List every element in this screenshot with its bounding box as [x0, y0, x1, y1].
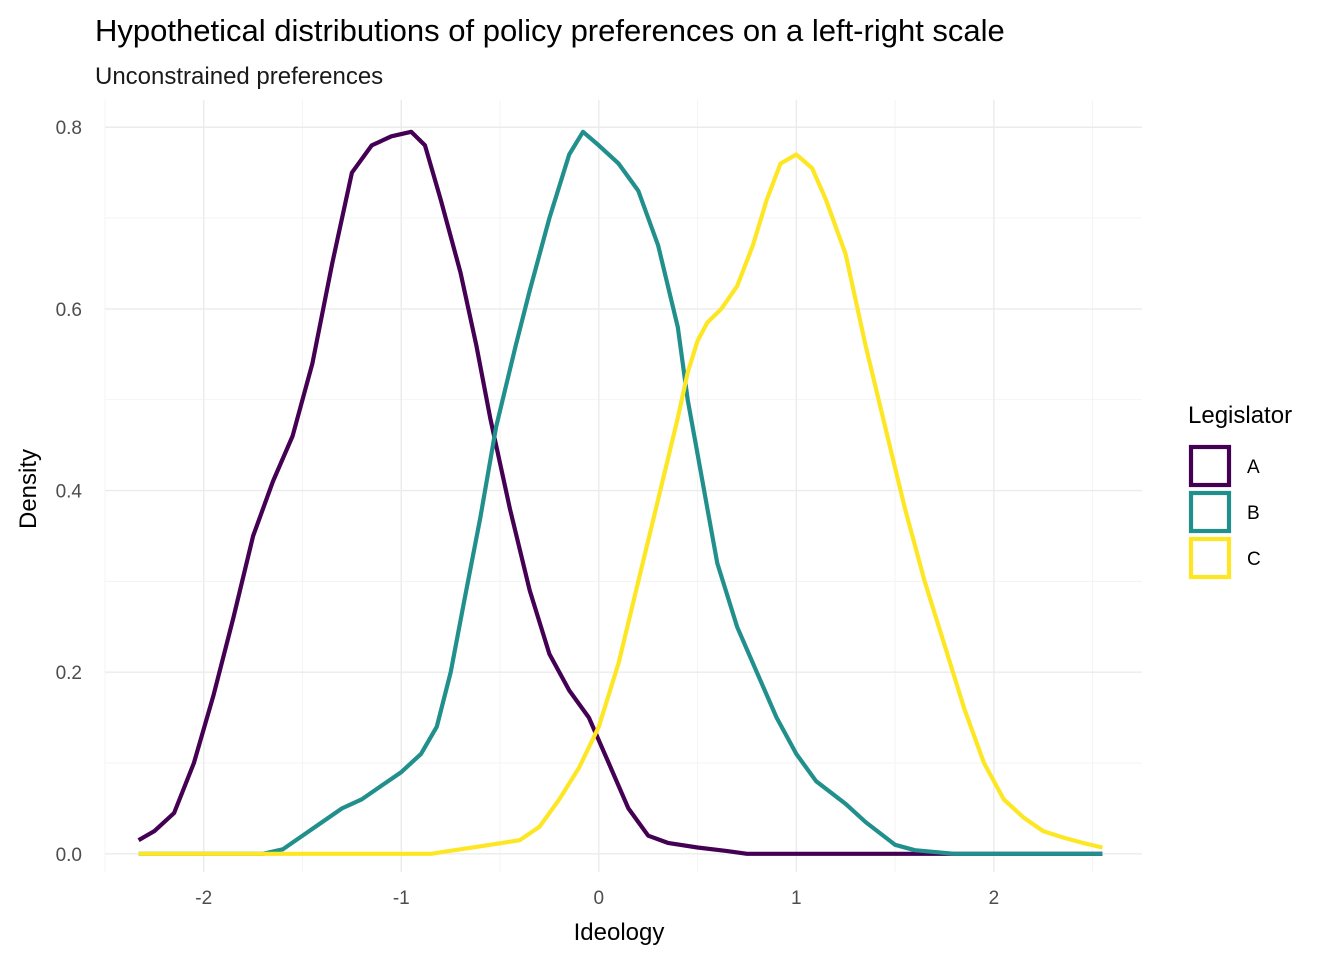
density-lines — [137, 129, 1103, 856]
y-tick-label: 0.8 — [56, 118, 82, 139]
legend-title: Legislator — [1188, 402, 1292, 429]
x-axis-ticks: -2 -1 0 1 2 — [195, 888, 999, 909]
legend: Legislator A B C — [1188, 402, 1292, 580]
legend-key-b — [1188, 490, 1232, 534]
x-tick-label: -1 — [393, 888, 410, 909]
chart-subtitle: Unconstrained preferences — [95, 63, 383, 90]
y-tick-label: 0.0 — [56, 845, 82, 866]
legend-label-c: C — [1247, 549, 1261, 570]
x-tick-label: 2 — [989, 888, 1000, 909]
y-axis-title: Density — [15, 449, 42, 529]
y-tick-label: 0.2 — [56, 663, 82, 684]
x-tick-label: 1 — [791, 888, 802, 909]
x-axis-title: Ideology — [574, 919, 665, 946]
legend-label-a: A — [1247, 457, 1260, 478]
legend-key-c — [1188, 536, 1232, 580]
x-tick-label: -2 — [195, 888, 212, 909]
legend-label-b: B — [1247, 503, 1260, 524]
y-tick-label: 0.6 — [56, 300, 82, 321]
plot-grid — [104, 100, 1142, 872]
density-line-c — [138, 152, 1103, 856]
x-tick-label: 0 — [594, 888, 605, 909]
density-line-a — [137, 129, 1103, 856]
y-tick-label: 0.4 — [56, 482, 83, 503]
density-line-b — [138, 129, 1103, 856]
y-axis-ticks: 0.0 0.2 0.4 0.6 0.8 — [56, 118, 83, 866]
legend-key-a — [1188, 444, 1232, 488]
chart-title: Hypothetical distributions of policy pre… — [95, 13, 1005, 48]
